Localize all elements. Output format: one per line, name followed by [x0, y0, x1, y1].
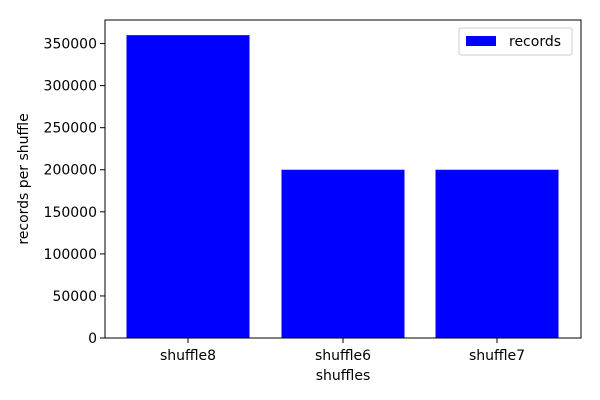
legend-label-records: records — [509, 34, 561, 50]
x-tick-label-shuffle8: shuffle8 — [160, 348, 216, 364]
y-tick-label-0: 0 — [88, 331, 97, 347]
plot-frame — [104, 19, 582, 339]
legend-swatch-records — [466, 36, 496, 46]
x-axis: shuffle8 shuffle6 shuffle7 — [160, 338, 525, 364]
bars-layer — [126, 35, 559, 339]
y-axis: 0 50000 100000 150000 200000 250000 300000 3500… — [44, 37, 105, 347]
legend: records — [458, 27, 573, 56]
x-tick-label-shuffle7: shuffle7 — [469, 348, 525, 364]
bar-shuffle7 — [435, 169, 559, 338]
legend-box — [458, 27, 573, 56]
x-tick-label-shuffle6: shuffle6 — [315, 348, 371, 364]
y-tick-label-100000: 100000 — [44, 247, 97, 263]
y-tick-label-350000: 350000 — [44, 37, 97, 53]
y-tick-label-200000: 200000 — [44, 163, 97, 179]
y-tick-label-250000: 250000 — [44, 121, 97, 137]
bar-shuffle8 — [126, 35, 250, 339]
bar-shuffle6 — [281, 169, 405, 338]
y-axis-label: records per shuffle — [16, 113, 32, 244]
y-tick-label-50000: 50000 — [52, 289, 97, 305]
x-axis-label: shuffles — [316, 368, 370, 384]
y-tick-label-300000: 300000 — [44, 79, 97, 95]
y-tick-label-150000: 150000 — [44, 205, 97, 221]
